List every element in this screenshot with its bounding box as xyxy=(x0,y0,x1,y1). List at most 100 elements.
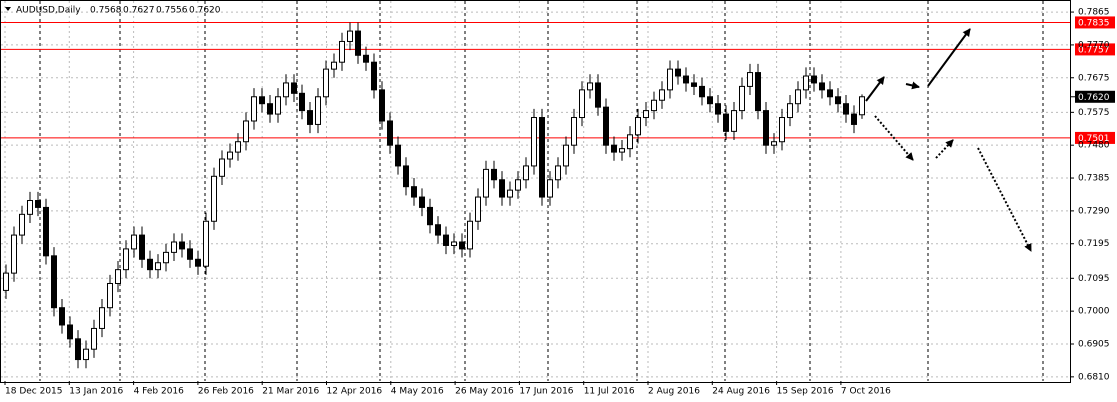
chart-title: AUDUSD,Daily xyxy=(16,6,81,16)
candle-body xyxy=(435,224,441,236)
candle-body xyxy=(707,96,713,105)
candle-body xyxy=(275,96,281,115)
last-price-label: 0.7620 xyxy=(1078,93,1110,103)
forecast-arrows xyxy=(865,28,1032,252)
level-label: 0.7501 xyxy=(1078,134,1110,144)
candle-body xyxy=(835,96,841,105)
candle-body xyxy=(267,103,273,115)
candle-body xyxy=(219,158,225,177)
x-tick-label: 17 Jun 2016 xyxy=(519,387,573,397)
header-low: 0.7556 xyxy=(156,6,188,16)
candle-body xyxy=(627,134,633,150)
candle-body xyxy=(611,144,617,153)
candle-body xyxy=(203,220,209,267)
candle-body xyxy=(395,144,401,167)
candle-body xyxy=(331,61,337,70)
candle-body xyxy=(499,179,505,198)
candle-body xyxy=(523,165,529,181)
candle-body xyxy=(843,103,849,115)
y-tick-label: 0.7480 xyxy=(1078,141,1110,151)
candle-body xyxy=(555,165,561,181)
candle-body xyxy=(427,206,433,226)
candle-body xyxy=(51,255,57,309)
arrow xyxy=(927,28,971,87)
x-tick-label: 26 Feb 2016 xyxy=(198,387,254,397)
candle-body xyxy=(803,75,809,91)
candle-body xyxy=(291,82,297,94)
candle-body xyxy=(91,327,97,350)
candle-body xyxy=(107,282,113,309)
candle-body xyxy=(411,186,417,198)
candle-body xyxy=(11,234,17,274)
candle-body xyxy=(795,89,801,105)
candle-body xyxy=(491,168,497,181)
candle-body xyxy=(547,179,553,198)
candle-body xyxy=(603,106,609,146)
candle-body xyxy=(819,82,825,91)
candle-body xyxy=(443,234,449,246)
x-tick-label: 2 Aug 2016 xyxy=(648,387,700,397)
candle-body xyxy=(811,75,817,84)
arrow xyxy=(935,139,954,159)
candle-body xyxy=(483,168,489,198)
header-close: 0.7620 xyxy=(189,6,221,16)
candle-body xyxy=(715,103,721,115)
candle-body xyxy=(339,40,345,63)
header-high: 0.7627 xyxy=(123,6,155,16)
arrow xyxy=(865,76,885,102)
candle-body xyxy=(643,110,649,119)
candle-body xyxy=(227,151,233,160)
candle-body xyxy=(747,72,753,87)
candle-body xyxy=(827,89,833,98)
levels: 0.7835 0.7757 0.7501 0.7620 xyxy=(1,16,1115,144)
y-tick-label: 0.7290 xyxy=(1078,206,1110,216)
y-tick-label: 0.7575 xyxy=(1078,108,1110,118)
y-tick-label: 0.6810 xyxy=(1078,372,1110,382)
candle-body xyxy=(299,92,305,112)
candle-body xyxy=(147,258,153,271)
level-label: 0.7757 xyxy=(1078,45,1110,55)
candle-body xyxy=(619,148,625,153)
candle-body xyxy=(115,269,121,284)
candle-body xyxy=(99,307,105,329)
candle-body xyxy=(27,200,33,215)
candles xyxy=(3,22,865,369)
candle-body xyxy=(651,99,657,112)
x-tick-label: 24 Aug 2016 xyxy=(712,387,770,397)
candle-body xyxy=(515,179,521,191)
candle-body xyxy=(579,89,585,119)
candle-body xyxy=(323,68,329,98)
arrow xyxy=(874,115,914,161)
candle-body xyxy=(635,117,641,136)
candle-body xyxy=(243,120,249,143)
y-tick-label: 0.6905 xyxy=(1078,340,1110,350)
candle-body xyxy=(131,234,137,250)
candle-body xyxy=(211,175,217,222)
candle-body xyxy=(3,272,9,291)
candle-body xyxy=(347,30,353,42)
candle-body xyxy=(563,144,569,167)
x-tick-label: 7 Oct 2016 xyxy=(841,387,891,397)
candle-body xyxy=(723,113,729,132)
candle-body xyxy=(371,61,377,91)
candle-body xyxy=(539,117,545,198)
arrow xyxy=(905,81,920,90)
x-tick-label: 12 Apr 2016 xyxy=(327,387,383,397)
candle-body xyxy=(283,82,289,98)
candle-body xyxy=(179,241,185,250)
candle-body xyxy=(363,54,369,63)
y-tick-label: 0.7385 xyxy=(1078,174,1110,184)
candle-body xyxy=(755,72,761,112)
x-tick-label: 11 Jul 2016 xyxy=(584,387,635,397)
candle-body xyxy=(459,241,465,250)
header: AUDUSD,Daily 0.7568 0.7627 0.7556 0.7620 xyxy=(5,6,221,16)
candle-body xyxy=(259,96,265,105)
candle-body xyxy=(859,96,865,116)
candle-body xyxy=(379,89,385,122)
y-tick-label: 0.7000 xyxy=(1078,307,1110,317)
candle-body xyxy=(667,68,673,91)
candle-body xyxy=(699,85,705,98)
candle-body xyxy=(235,141,241,153)
candle-body xyxy=(307,110,313,125)
